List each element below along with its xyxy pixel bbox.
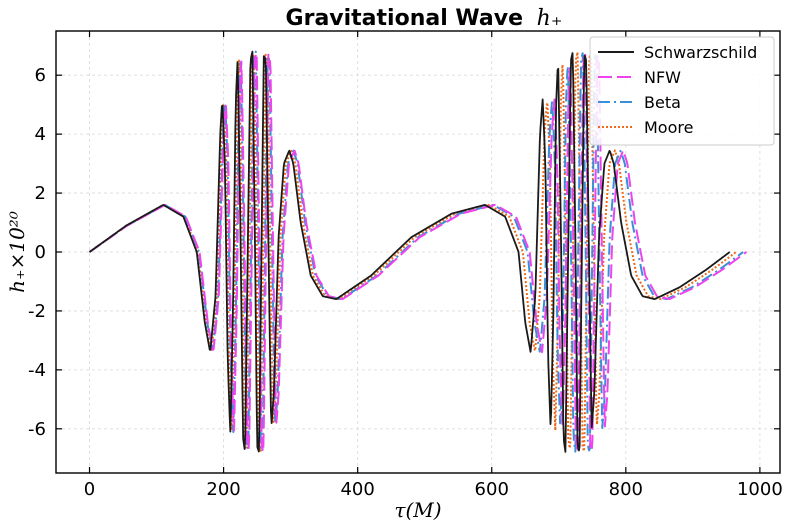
legend-label-beta: Beta (644, 93, 681, 112)
chart-title: Gravitational Wave h₊ (286, 6, 563, 31)
y-tick-label: -2 (28, 301, 46, 322)
x-tick-label: 1000 (737, 479, 783, 500)
legend-box (589, 36, 775, 146)
grid (56, 31, 780, 473)
chart-title-text: Gravitational Wave (286, 6, 523, 31)
x-axis-label: τ(M) (394, 498, 441, 522)
legend: Schwarzschild NFW Beta Moore (589, 36, 775, 146)
y-axis: -6 -4 -2 0 2 4 6 (28, 65, 780, 440)
x-tick-label: 0 (84, 479, 95, 500)
y-tick-label: 6 (35, 65, 46, 86)
x-axis: 0 200 400 600 800 1000 (84, 31, 783, 500)
y-tick-label: -6 (28, 419, 46, 440)
chart-title-math: h₊ (537, 6, 563, 31)
series-line-moore (88, 51, 737, 453)
y-tick-label: -4 (28, 360, 46, 381)
legend-label-nfw: NFW (644, 68, 681, 87)
series-line-schwarzschild (88, 50, 731, 453)
legend-label-moore: Moore (644, 118, 693, 137)
series-line-nfw (88, 51, 748, 454)
y-axis-label: h₊×10²⁰ (5, 211, 29, 293)
legend-label-schwarzschild: Schwarzschild (644, 43, 757, 62)
y-tick-label: 2 (35, 183, 46, 204)
series-line-beta (88, 50, 744, 453)
x-tick-label: 200 (206, 479, 240, 500)
x-tick-label: 400 (340, 479, 374, 500)
series-group (88, 50, 748, 454)
x-tick-label: 800 (609, 479, 643, 500)
y-tick-label: 0 (35, 242, 46, 263)
y-tick-label: 4 (35, 124, 46, 145)
x-tick-label: 600 (475, 479, 509, 500)
